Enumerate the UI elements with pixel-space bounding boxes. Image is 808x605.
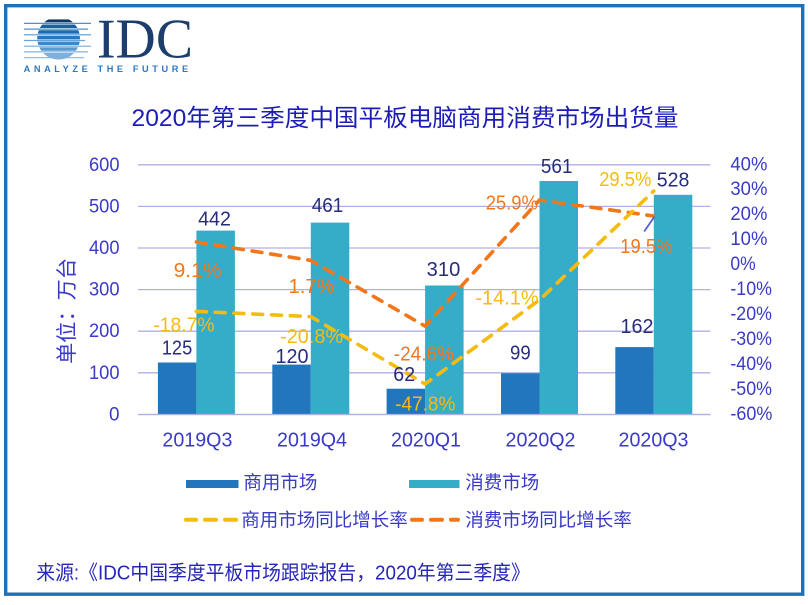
svg-text:20%: 20% xyxy=(730,204,767,225)
svg-text:200: 200 xyxy=(89,321,120,342)
svg-text:10%: 10% xyxy=(730,229,767,250)
svg-text:-60%: -60% xyxy=(730,404,772,425)
svg-text:310: 310 xyxy=(427,259,461,281)
svg-text:500: 500 xyxy=(89,196,120,217)
svg-text:162: 162 xyxy=(621,316,654,338)
svg-text:2019Q4: 2019Q4 xyxy=(277,429,347,452)
svg-text:-14.1%: -14.1% xyxy=(475,288,538,310)
svg-text:2020Q3: 2020Q3 xyxy=(619,429,689,452)
svg-text:9.1%: 9.1% xyxy=(174,260,222,282)
svg-text:400: 400 xyxy=(89,238,120,259)
svg-text:ANALYZE THE FUTURE: ANALYZE THE FUTURE xyxy=(24,64,192,74)
svg-text:消费市场: 消费市场 xyxy=(465,472,539,493)
svg-text:商用市场: 商用市场 xyxy=(243,472,317,493)
svg-text:125: 125 xyxy=(162,338,193,360)
svg-text:40%: 40% xyxy=(730,154,767,175)
svg-text:99: 99 xyxy=(510,342,531,364)
svg-text:-24.6%: -24.6% xyxy=(394,343,455,365)
svg-text:2020Q2: 2020Q2 xyxy=(506,429,576,452)
svg-text:29.5%: 29.5% xyxy=(599,169,651,191)
svg-text:-30%: -30% xyxy=(730,329,772,350)
svg-text:0: 0 xyxy=(109,405,120,426)
svg-text:100: 100 xyxy=(89,363,120,384)
svg-text:来源:《IDC中国季度平板市场跟踪报告，2020年第三季度》: 来源:《IDC中国季度平板市场跟踪报告，2020年第三季度》 xyxy=(36,562,530,585)
svg-text:-47.8%: -47.8% xyxy=(395,394,456,416)
svg-text:62: 62 xyxy=(393,364,415,386)
svg-text:528: 528 xyxy=(657,170,690,192)
svg-text:19.5%: 19.5% xyxy=(620,236,672,258)
svg-text:1.7%: 1.7% xyxy=(289,276,335,298)
svg-text:2020Q1: 2020Q1 xyxy=(391,429,461,452)
svg-text:0%: 0% xyxy=(730,254,755,275)
svg-text:2019Q3: 2019Q3 xyxy=(162,429,232,452)
svg-text:461: 461 xyxy=(312,195,344,217)
svg-text:-20.8%: -20.8% xyxy=(280,326,343,348)
svg-text:-10%: -10% xyxy=(730,279,772,300)
svg-text:600: 600 xyxy=(89,155,120,176)
svg-text:442: 442 xyxy=(198,208,231,230)
svg-text:-50%: -50% xyxy=(730,379,772,400)
svg-text:单位：万台: 单位：万台 xyxy=(55,258,79,364)
svg-text:-20%: -20% xyxy=(730,304,772,325)
svg-text:300: 300 xyxy=(89,280,120,301)
svg-text:30%: 30% xyxy=(730,179,767,200)
svg-text:2020年第三季度中国平板电脑商用消费市场出货量: 2020年第三季度中国平板电脑商用消费市场出货量 xyxy=(132,105,679,132)
svg-text:-40%: -40% xyxy=(730,354,772,375)
svg-text:消费市场同比增长率: 消费市场同比增长率 xyxy=(465,509,632,530)
svg-text:-18.7%: -18.7% xyxy=(153,314,215,336)
svg-text:IDC: IDC xyxy=(97,9,193,71)
svg-text:120: 120 xyxy=(276,346,309,368)
svg-text:商用市场同比增长率: 商用市场同比增长率 xyxy=(241,509,408,530)
svg-text:561: 561 xyxy=(541,156,573,178)
svg-text:25.9%: 25.9% xyxy=(486,193,538,215)
